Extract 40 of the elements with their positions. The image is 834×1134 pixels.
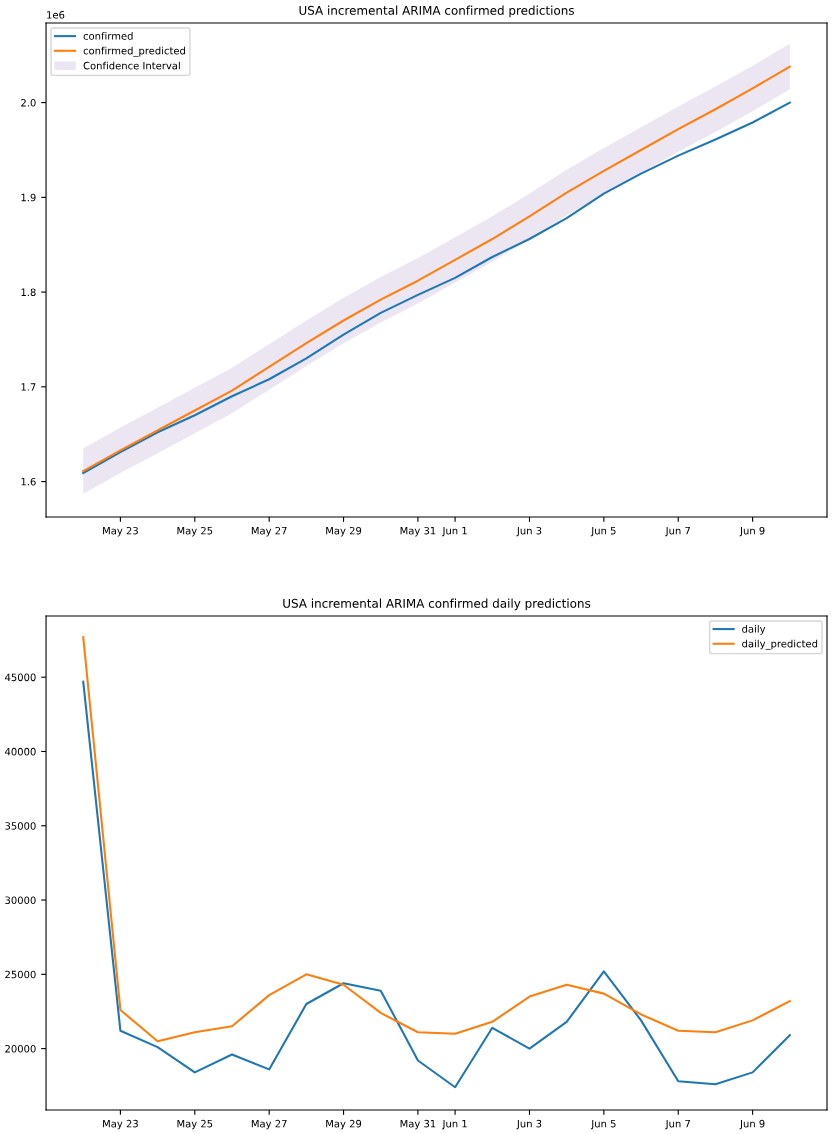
y-tick-label: 35000: [5, 822, 36, 830]
y-tick-label: 45000: [4, 673, 36, 682]
x-tick-label: Jun 7: [665, 527, 690, 537]
text: 1e6: [47, 11, 65, 19]
y-tick-label: 2.0: [21, 98, 36, 107]
legend-label: confirmed: [83, 32, 133, 40]
chart-title: USA incremental ARIMA confirmed predictions: [299, 5, 574, 18]
x-tick-label: Jun 1: [442, 527, 467, 537]
legend-label: daily: [742, 624, 766, 635]
x-tick-label: May 31: [400, 526, 436, 537]
x-tick-label: Jun 9: [739, 526, 765, 537]
y-tick-label: 25000: [5, 970, 36, 979]
chart-title: USA incremental ARIMA confirmed daily predictions: [283, 598, 591, 611]
y-tick-label: 1.8: [21, 288, 36, 297]
line-series: [82, 680, 791, 1089]
y-tick-label: 1.6: [21, 477, 36, 486]
legend-label: daily_predicted: [742, 639, 818, 650]
x-tick-label: Jun 5: [590, 1119, 616, 1130]
y-tick-label: 20000: [5, 1044, 36, 1053]
x-tick-label: Jun 5: [590, 527, 616, 537]
legend-label: Confidence Interval: [83, 61, 180, 70]
x-tick-label: Jun 3: [516, 1119, 542, 1130]
x-tick-label: Jun 7: [665, 1119, 690, 1130]
y-tick-label: 1.7: [21, 383, 36, 391]
x-tick-label: Jun 3: [516, 526, 542, 537]
x-tick-label: May 31: [400, 1119, 436, 1130]
x-tick-label: Jun 1: [442, 1119, 467, 1130]
x-tick-label: May 25: [177, 526, 213, 537]
y-tick-label: 40000: [4, 747, 36, 756]
legend-label: confirmed_predicted: [83, 46, 185, 57]
x-tick-label: Jun 9: [739, 1119, 765, 1130]
x-tick-label: May 23: [103, 1119, 138, 1130]
x-tick-label: May 25: [177, 1119, 213, 1130]
x-tick-label: May 23: [103, 526, 138, 537]
x-tick-label: May 27: [251, 1119, 287, 1130]
y-tick-label: 1.9: [21, 193, 36, 202]
x-tick-label: May 27: [251, 526, 287, 537]
x-tick-label: May 29: [326, 526, 362, 537]
y-tick-label: 30000: [5, 896, 36, 904]
x-tick-label: May 29: [326, 1119, 362, 1130]
